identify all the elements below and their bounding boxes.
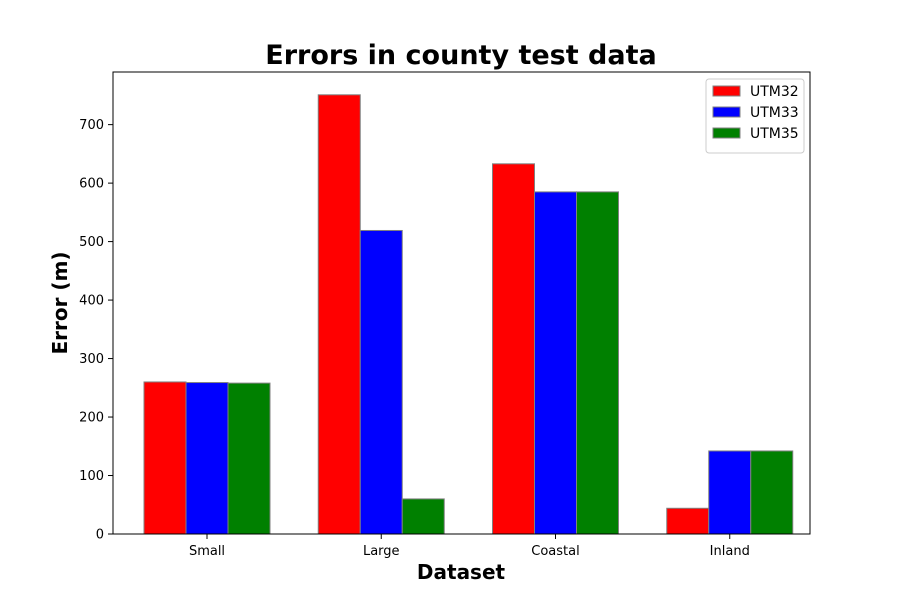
x-tick-label-coastal: Coastal (531, 544, 579, 559)
bar-utm35-inland (750, 450, 794, 535)
y-tick-label: 100 (79, 469, 104, 484)
plot-frame (112, 71, 811, 535)
legend-swatch-utm33 (712, 106, 741, 118)
legend-label-utm32: UTM32 (750, 84, 799, 100)
y-tick-label: 700 (79, 118, 104, 133)
y-tick-label: 600 (79, 177, 104, 192)
x-axis-title: Dataset (417, 560, 506, 584)
y-tick-label: 0 (96, 528, 104, 543)
bar-utm35-coastal (576, 191, 619, 535)
plot-area (112, 71, 811, 535)
y-tick-label: 500 (79, 235, 104, 250)
bar-utm32-inland (666, 507, 710, 535)
chart-title: Errors in county test data (265, 40, 656, 71)
x-tick-label-large: Large (363, 544, 400, 559)
bar-utm35-large (401, 498, 445, 535)
y-axis: 0 100 200 300 400 500 600 700 (79, 118, 113, 543)
legend-label-utm33: UTM33 (750, 105, 799, 121)
bar-utm32-small (143, 381, 187, 535)
y-tick-label: 400 (79, 294, 104, 309)
bar-utm33-inland (708, 450, 752, 535)
legend-label-utm35: UTM35 (750, 126, 799, 142)
y-tick-label: 300 (79, 352, 104, 367)
x-tick-label-inland: Inland (710, 544, 750, 559)
bar-utm32-coastal (492, 163, 535, 535)
bar-utm35-small (227, 382, 271, 535)
legend: UTM32 UTM33 UTM35 (705, 78, 805, 154)
legend-swatch-utm32 (712, 85, 741, 97)
bar-utm33-coastal (534, 191, 577, 535)
bar-utm32-large (317, 94, 361, 535)
bar-utm33-small (185, 382, 229, 535)
bar-utm33-large (359, 229, 403, 535)
y-tick-label: 200 (79, 411, 104, 426)
legend-swatch-utm35 (712, 127, 741, 139)
y-axis-title: Error (m) (48, 251, 72, 354)
x-tick-label-small: Small (189, 544, 225, 559)
x-axis: Small Large Coastal Inland (189, 534, 750, 559)
